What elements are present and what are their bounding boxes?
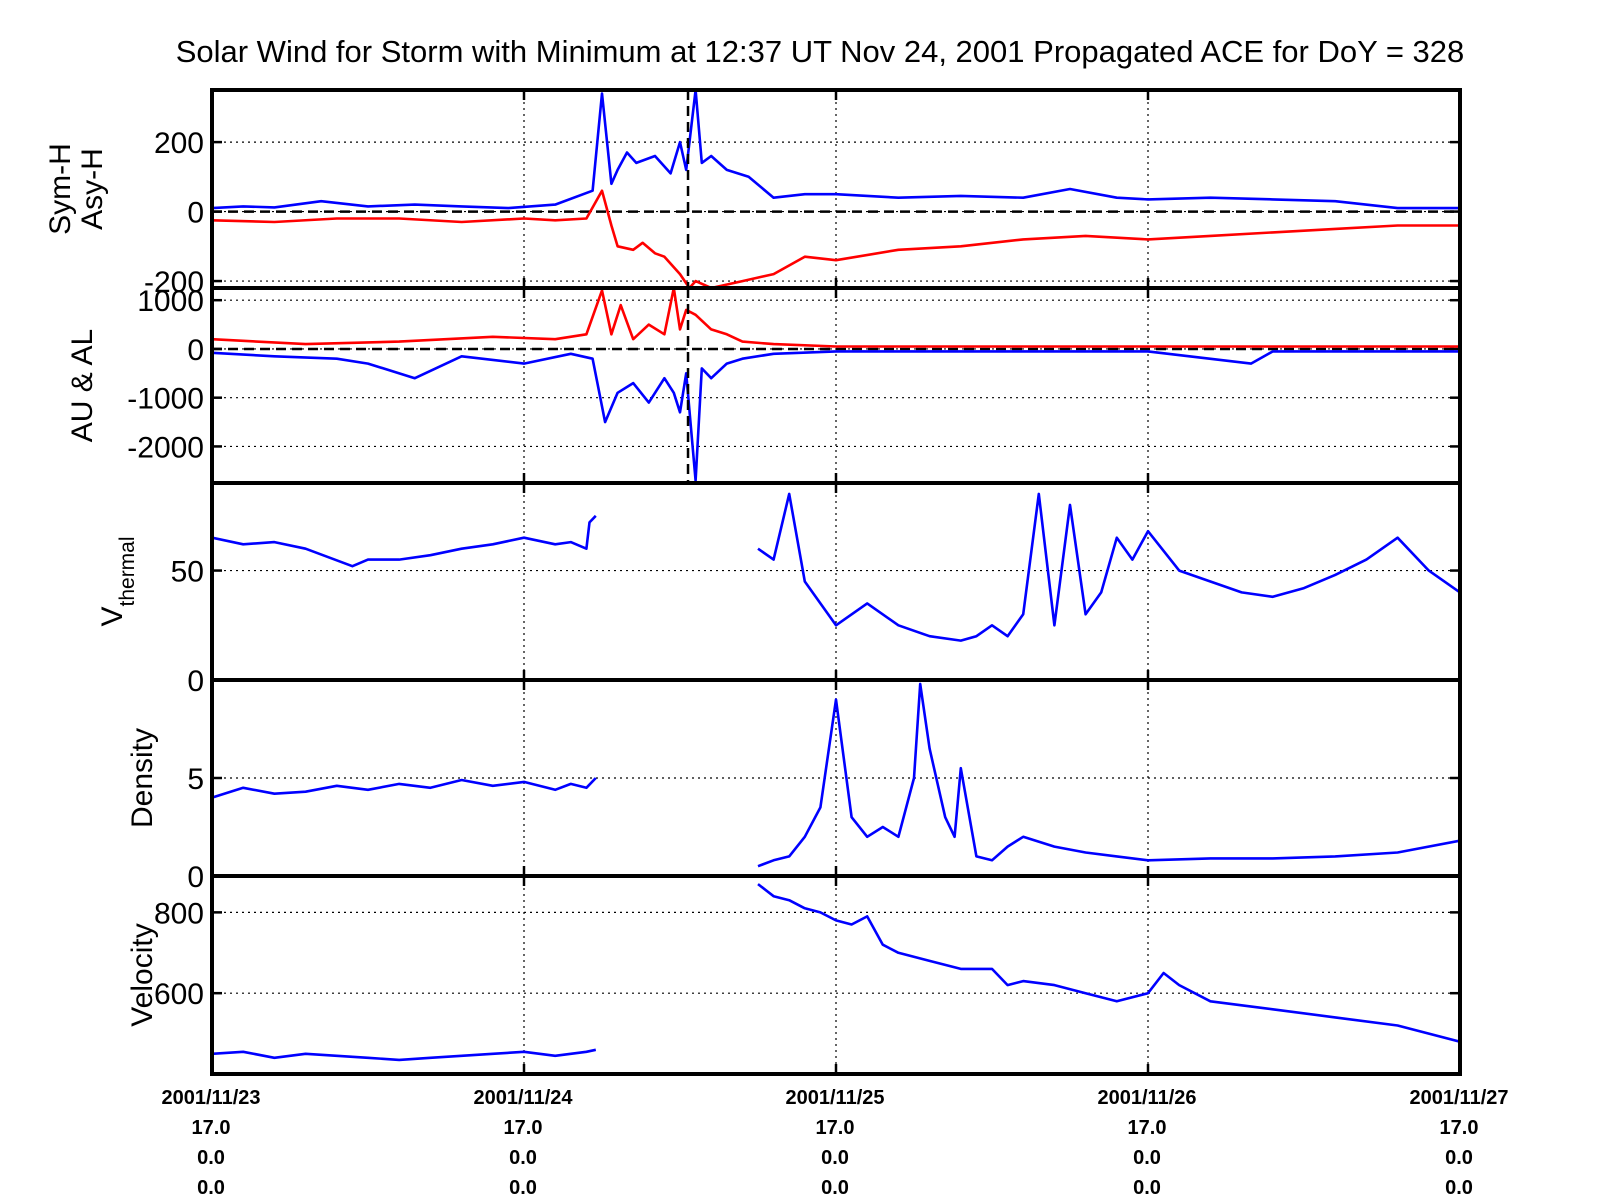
series-line-vthermal-1 (757, 492, 1460, 642)
y-tick-label: 0 (187, 665, 204, 698)
x-tick-label: 0.0 (1133, 1177, 1161, 1199)
series-line-sym-asy-0 (212, 90, 1460, 210)
x-tick-label: 0.0 (1445, 1147, 1473, 1169)
x-tick-label: 17.0 (504, 1117, 543, 1139)
x-tick-label: 2001/11/23 (162, 1087, 261, 1109)
series-line-au-al-1 (212, 288, 1460, 348)
x-tick-label: 0.0 (197, 1177, 225, 1199)
y-tick-label: 0 (187, 197, 204, 230)
y-tick-label: 800 (154, 897, 204, 930)
x-tick-label: 0.0 (509, 1177, 537, 1199)
x-tick-label: 17.0 (1128, 1117, 1167, 1139)
y-tick-label: 50 (171, 556, 204, 589)
x-tick-label: 17.0 (192, 1117, 231, 1139)
series-line-au-al-0 (212, 350, 1460, 482)
x-tick-label: 0.0 (1133, 1147, 1161, 1169)
y-tick-label: 5 (187, 763, 204, 796)
x-tick-label: 2001/11/25 (786, 1087, 885, 1109)
y-axis-label: Vthermal (96, 536, 139, 626)
x-tick-label: 2001/11/26 (1098, 1087, 1197, 1109)
y-axis-label: Density (126, 728, 159, 828)
y-tick-label: 0 (187, 334, 204, 367)
series-line-sym-asy-1 (212, 189, 1460, 288)
y-tick-label: 200 (154, 127, 204, 160)
y-axis-label: Asy-H (76, 148, 109, 230)
x-tick-label: 0.0 (1445, 1177, 1473, 1199)
panel-vthermal: 0 50 Vthermal (96, 481, 1462, 698)
series-line-density-0 (212, 777, 597, 799)
x-tick-label: 0.0 (197, 1147, 225, 1169)
x-tick-label: 0.0 (821, 1177, 849, 1199)
chart-title: Solar Wind for Storm with Minimum at 12:… (176, 34, 1465, 69)
series-line-vthermal-0 (212, 514, 597, 568)
y-axis-label: AU & AL (66, 329, 99, 442)
panel-density: 0 5 Density (126, 678, 1462, 894)
series-line-density-1 (757, 682, 1460, 868)
y-tick-label: 600 (154, 978, 204, 1011)
series-line-velocity-0 (212, 1048, 597, 1062)
x-tick-label: 0.0 (509, 1147, 537, 1169)
y-tick-label: 0 (187, 861, 204, 894)
x-tick-label: 17.0 (1440, 1117, 1479, 1139)
x-axis-tick-labels: 2001/11/23 17.0 0.0 0.0 2001/11/24 17.0 0.0 0.0… (162, 1087, 1509, 1199)
x-tick-label: 2001/11/24 (474, 1087, 574, 1109)
panel-au-al: -2000 -1000 0 1000 AU & AL (66, 285, 1462, 485)
series-line-velocity-1 (757, 883, 1460, 1043)
x-tick-label: 17.0 (816, 1117, 855, 1139)
y-axis-label: Velocity (126, 923, 159, 1026)
panel-frame (210, 874, 1462, 1076)
y-tick-label: -1000 (127, 383, 204, 416)
x-tick-label: 2001/11/27 (1410, 1087, 1509, 1109)
panel-sym-asy: -200 0 200 Sym-H Asy-H (44, 88, 1462, 299)
y-tick-label: -2000 (127, 431, 204, 464)
y-axis-label: Sym-H (44, 143, 77, 235)
panel-frame (210, 481, 1462, 682)
y-tick-label: 1000 (137, 285, 204, 318)
x-tick-label: 0.0 (821, 1147, 849, 1169)
y-tick-label: -200 (144, 266, 204, 299)
